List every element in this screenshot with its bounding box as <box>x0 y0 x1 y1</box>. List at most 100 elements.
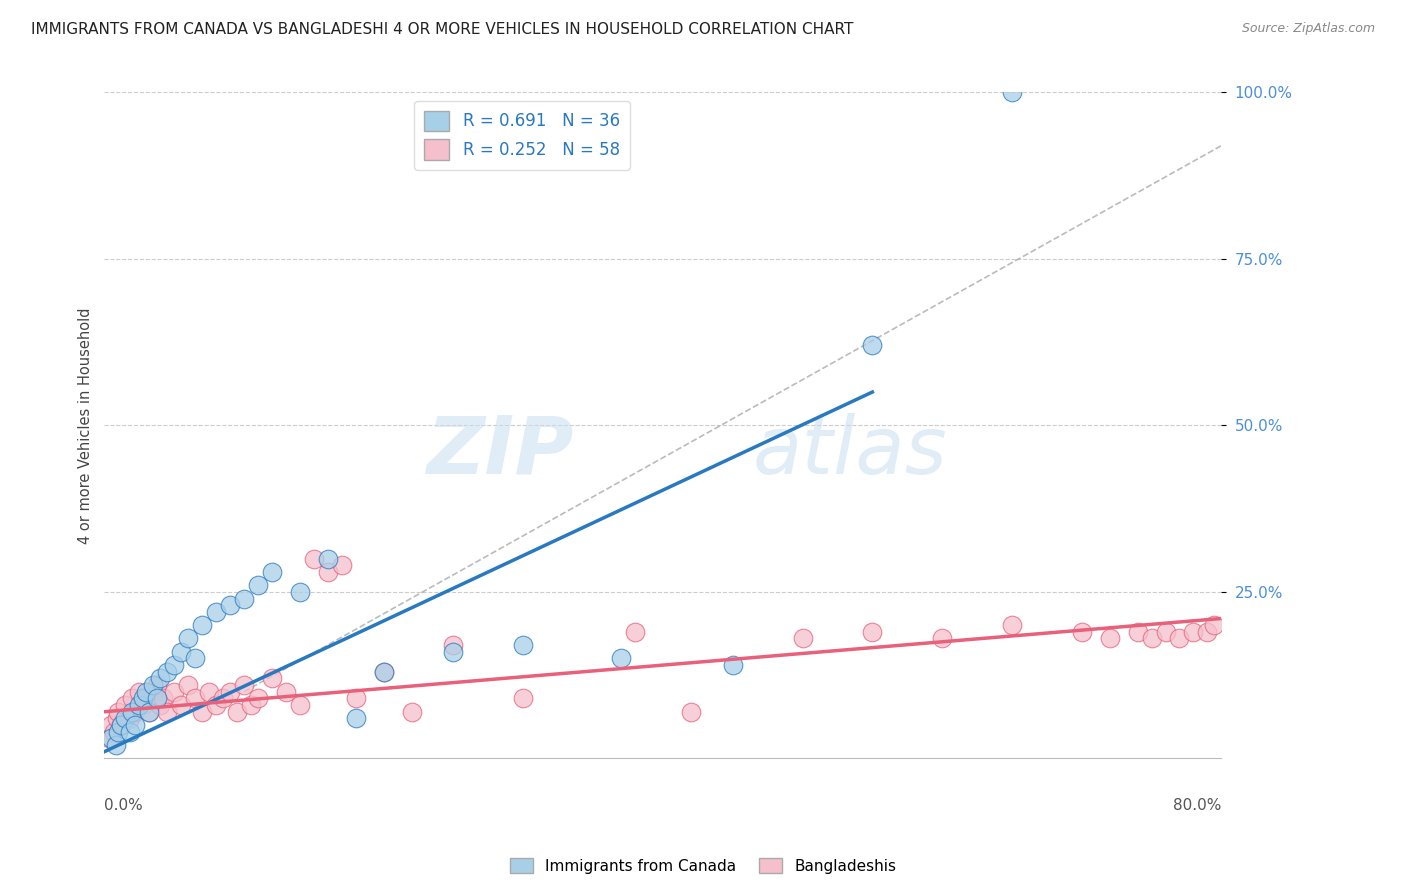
Point <box>138 705 160 719</box>
Point <box>246 578 269 592</box>
Point <box>177 632 200 646</box>
Point <box>184 691 207 706</box>
Point <box>212 691 235 706</box>
Point <box>512 638 534 652</box>
Legend: R = 0.691   N = 36, R = 0.252   N = 58: R = 0.691 N = 36, R = 0.252 N = 58 <box>415 101 630 169</box>
Point <box>316 551 339 566</box>
Point <box>142 678 165 692</box>
Point <box>792 632 814 646</box>
Point <box>128 698 150 712</box>
Point <box>226 705 249 719</box>
Point <box>1126 624 1149 639</box>
Point <box>1070 624 1092 639</box>
Point <box>1140 632 1163 646</box>
Point <box>1001 86 1024 100</box>
Point <box>288 698 311 712</box>
Point <box>114 698 136 712</box>
Point <box>104 738 127 752</box>
Text: atlas: atlas <box>752 413 948 491</box>
Point <box>219 685 242 699</box>
Text: 0.0%: 0.0% <box>104 798 143 814</box>
Point <box>124 718 146 732</box>
Point <box>288 585 311 599</box>
Point <box>373 665 395 679</box>
Point <box>121 705 143 719</box>
Point <box>240 698 263 712</box>
Point <box>114 711 136 725</box>
Point <box>135 685 157 699</box>
Text: IMMIGRANTS FROM CANADA VS BANGLADESHI 4 OR MORE VEHICLES IN HOUSEHOLD CORRELATIO: IMMIGRANTS FROM CANADA VS BANGLADESHI 4 … <box>31 22 853 37</box>
Point <box>443 638 465 652</box>
Point <box>100 718 122 732</box>
Point <box>128 685 150 699</box>
Point <box>149 698 172 712</box>
Point <box>233 678 256 692</box>
Point <box>142 685 165 699</box>
Point <box>274 685 297 699</box>
Point <box>156 665 179 679</box>
Point <box>401 705 423 719</box>
Point <box>107 705 129 719</box>
Point <box>443 645 465 659</box>
Point <box>97 731 120 746</box>
Point <box>198 685 221 699</box>
Point <box>110 718 132 732</box>
Legend: Immigrants from Canada, Bangladeshis: Immigrants from Canada, Bangladeshis <box>503 852 903 880</box>
Point <box>624 624 647 639</box>
Point <box>107 724 129 739</box>
Text: Source: ZipAtlas.com: Source: ZipAtlas.com <box>1241 22 1375 36</box>
Point <box>246 691 269 706</box>
Point <box>205 605 228 619</box>
Y-axis label: 4 or more Vehicles in Household: 4 or more Vehicles in Household <box>79 307 93 543</box>
Point <box>721 658 744 673</box>
Point <box>184 651 207 665</box>
Point <box>205 698 228 712</box>
Point <box>163 658 186 673</box>
Point <box>302 551 325 566</box>
Point <box>191 705 214 719</box>
Point <box>610 651 633 665</box>
Point <box>170 645 193 659</box>
Point <box>219 598 242 612</box>
Point <box>316 565 339 579</box>
Point <box>330 558 353 573</box>
Point <box>170 698 193 712</box>
Point <box>1197 624 1219 639</box>
Point <box>132 698 155 712</box>
Point <box>1001 618 1024 632</box>
Point <box>124 705 146 719</box>
Point <box>344 691 367 706</box>
Point <box>103 724 125 739</box>
Point <box>1168 632 1191 646</box>
Point <box>931 632 953 646</box>
Point <box>121 691 143 706</box>
Point <box>679 705 702 719</box>
Point <box>373 665 395 679</box>
Point <box>191 618 214 632</box>
Point <box>260 672 283 686</box>
Point <box>118 724 141 739</box>
Point <box>149 672 172 686</box>
Point <box>118 711 141 725</box>
Point <box>156 705 179 719</box>
Point <box>152 691 174 706</box>
Point <box>344 711 367 725</box>
Point <box>512 691 534 706</box>
Point <box>163 685 186 699</box>
Point <box>260 565 283 579</box>
Point <box>860 338 883 352</box>
Point <box>1154 624 1177 639</box>
Point <box>146 691 169 706</box>
Point <box>1098 632 1121 646</box>
Point <box>135 691 157 706</box>
Point <box>100 731 122 746</box>
Point <box>860 624 883 639</box>
Point <box>138 705 160 719</box>
Text: ZIP: ZIP <box>426 413 574 491</box>
Point <box>105 711 128 725</box>
Point <box>146 678 169 692</box>
Point <box>110 718 132 732</box>
Point <box>233 591 256 606</box>
Text: 80.0%: 80.0% <box>1173 798 1222 814</box>
Point <box>1204 618 1226 632</box>
